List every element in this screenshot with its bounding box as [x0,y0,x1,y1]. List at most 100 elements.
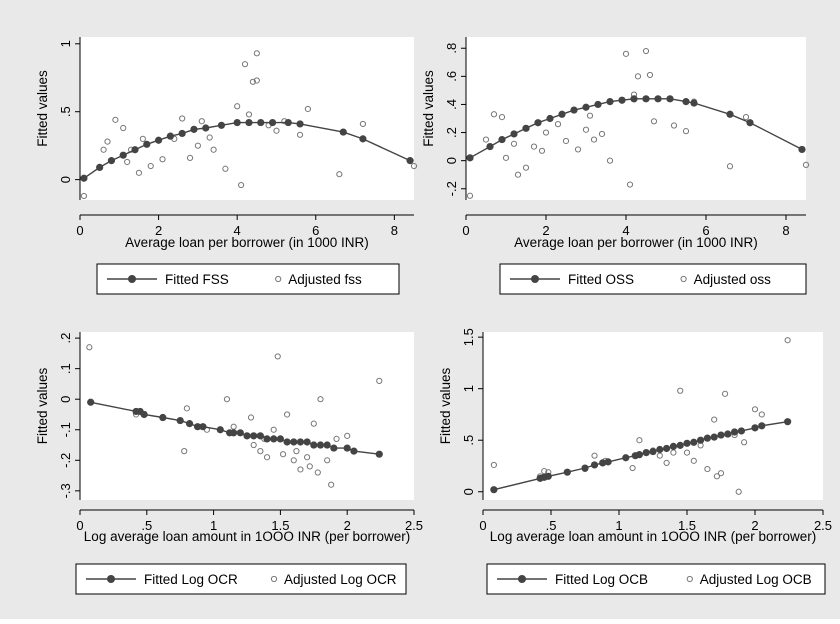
adjusted-point [336,171,343,178]
fitted-point [590,461,599,469]
legend-fitted-label: Fitted FSS [165,272,229,287]
x-tick-label: 0 [462,223,469,238]
fitted-point [190,125,198,133]
adjusted-point [590,136,598,143]
fitted-point [80,174,88,182]
adjusted-point [179,115,186,122]
adjusted-point [683,449,691,456]
adjusted-point [210,146,217,153]
adjusted-point [250,441,257,449]
adjusted-point [100,146,107,153]
adjusted-point [629,464,636,472]
fitted-point [230,429,238,437]
adjusted-point [646,71,654,79]
y-axis-title: Fitted values [438,367,453,444]
adjusted-point [726,163,734,170]
adjusted-point [634,73,642,80]
plot-region [466,37,806,200]
fitted-point [283,438,291,446]
adjusted-point [598,130,606,138]
fitted-point [310,441,318,449]
plot-region [483,332,823,500]
chart-panel-3: 0 .5 1 1.5 2 2.5 -.3 -.2 -.1 0 .1 .2 Log average loa… [35,332,423,595]
adjusted-point [304,454,311,461]
adjusted-point [86,344,93,351]
y-axis-title: Fitted values [35,70,50,147]
adjusted-point [234,103,241,110]
fitted-point [257,118,265,127]
fitted-point [618,96,626,104]
y-tick-label: -.3 [58,483,73,498]
fitted-point [185,420,194,428]
adjusted-point [735,488,742,495]
plot-region [80,332,414,500]
adjusted-point [324,457,331,464]
fitted-point [746,119,754,127]
legend-fitted-swatch-marker [518,575,526,583]
y-tick-label: -.2 [444,181,459,196]
adjusted-point [120,124,127,132]
adjusted-point [626,181,634,188]
adjusted-point [147,162,154,170]
adjusted-point [124,158,131,166]
fitted-point [599,459,607,467]
fitted-point [243,432,251,440]
x-axis-title: Log average loan amount in 1OOO INR (per… [490,529,816,544]
adjusted-point [574,146,582,153]
fitted-point [726,110,734,118]
adjusted-point [293,448,300,455]
fitted-point [710,433,718,441]
x-tick-label: 4 [622,223,629,238]
adjusted-point [241,61,249,68]
adjusted-point [198,118,205,125]
fitted-point [642,448,650,457]
adjusted-point [682,128,690,135]
fitted-point [690,438,698,446]
chart-panel-2: 0 2 4 6 8 -.2 0 .2 .4 .6 .8 Average loan per borrow… [421,37,810,295]
legend-fitted-swatch-marker [107,575,115,583]
legend-fitted-label: Fitted OSS [568,272,634,287]
adjusted-point [222,165,229,172]
fitted-point [622,454,630,462]
fitted-line [469,98,803,159]
fitted-point [649,447,657,456]
fitted-point [233,118,241,127]
fitted-point [544,472,552,480]
y-tick-label: 0 [444,157,459,164]
legend: Fitted FSS Adjusted fss [96,263,400,295]
fitted-point [296,120,304,128]
adjusted-point [677,387,684,394]
x-tick-label: 8 [391,223,398,238]
adjusted-point [522,164,530,171]
adjusted-point [622,50,630,57]
fitted-point [166,132,174,140]
adjusted-point [586,112,594,119]
x-tick-label: 2 [751,518,758,533]
fitted-point [656,445,664,454]
fitted-point [669,442,678,451]
adjusted-point [663,459,670,466]
fitted-point [594,100,602,109]
fitted-point [703,434,712,442]
x-tick-label: 2 [155,223,162,238]
x-axis-title: Average loan per borrower (in 1000 INR) [125,235,369,250]
adjusted-point [186,154,194,161]
adjusted-point [376,377,383,384]
adjusted-point [139,135,146,142]
fitted-point [546,114,554,123]
legend: Fitted Log OCR Adjusted Log OCR [75,563,407,595]
x-axis-title: Average loan per borrower (in 1000 INR) [514,235,758,250]
adjusted-point [502,154,510,161]
adjusted-point [482,136,490,143]
fitted-point [245,118,253,127]
fitted-point [570,106,578,114]
adjusted-point [104,138,111,145]
y-tick-label: .4 [444,99,459,110]
y-tick-label: .8 [444,43,459,54]
x-tick-label: 0 [479,518,486,533]
adjusted-point [784,337,791,344]
fitted-point [284,118,292,127]
legend: Fitted Log OCB Adjusted Log OCB [486,563,826,595]
